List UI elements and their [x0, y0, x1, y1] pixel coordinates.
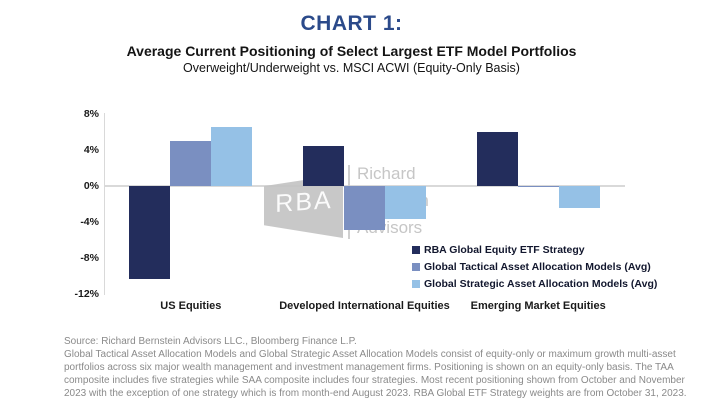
- bar: [344, 186, 385, 230]
- chart-subtitle: Average Current Positioning of Select La…: [126, 43, 577, 59]
- bar: [476, 132, 518, 186]
- legend-item: Global Tactical Asset Allocation Models …: [412, 258, 657, 275]
- legend-item: RBA Global Equity ETF Strategy: [412, 241, 657, 258]
- bar: [170, 141, 212, 186]
- category-label: Developed International Equities: [279, 300, 450, 312]
- y-tick-label: 8%: [83, 108, 99, 121]
- category-label: Emerging Market Equities: [470, 300, 606, 312]
- legend-label: Global Strategic Asset Allocation Models…: [424, 277, 658, 290]
- footnote: Source: Richard Bernstein Advisors LLC.,…: [64, 336, 690, 401]
- bar: [211, 126, 253, 186]
- y-tick-label: -12%: [74, 287, 99, 300]
- chart-subtitle-2: Overweight/Underweight vs. MSCI ACWI (Eq…: [183, 61, 520, 75]
- footnote-text: Global Tactical Asset Allocation Models …: [64, 348, 687, 399]
- legend-item: Global Strategic Asset Allocation Models…: [412, 275, 657, 292]
- page-title: CHART 1:: [300, 12, 403, 35]
- y-tick-label: 0%: [83, 180, 99, 192]
- chart-header: CHART 1: Average Current Positioning of …: [0, 12, 703, 75]
- source-line: Source: Richard Bernstein Advisors LLC.,…: [64, 336, 357, 347]
- rba-logo-text: RBA: [275, 185, 333, 219]
- chart-legend: RBA Global Equity ETF Strategy Global Tac…: [412, 241, 657, 292]
- bar: [303, 145, 344, 186]
- legend-swatch: [412, 245, 420, 254]
- bar: [517, 186, 559, 187]
- legend-swatch: [412, 279, 420, 288]
- watermark-name-line: Richard: [357, 164, 416, 183]
- y-tick-label: -8%: [80, 251, 99, 264]
- bar: [558, 186, 600, 209]
- category-label: US Equities: [160, 300, 222, 312]
- y-axis-line: [104, 113, 105, 295]
- bar: [385, 186, 426, 220]
- legend-swatch: [412, 262, 420, 271]
- y-tick-label: -4%: [80, 215, 99, 228]
- legend-label: RBA Global Equity ETF Strategy: [424, 243, 585, 256]
- bar: [129, 186, 171, 280]
- legend-label: Global Tactical Asset Allocation Models …: [424, 260, 651, 273]
- y-tick-label: 4%: [83, 144, 99, 157]
